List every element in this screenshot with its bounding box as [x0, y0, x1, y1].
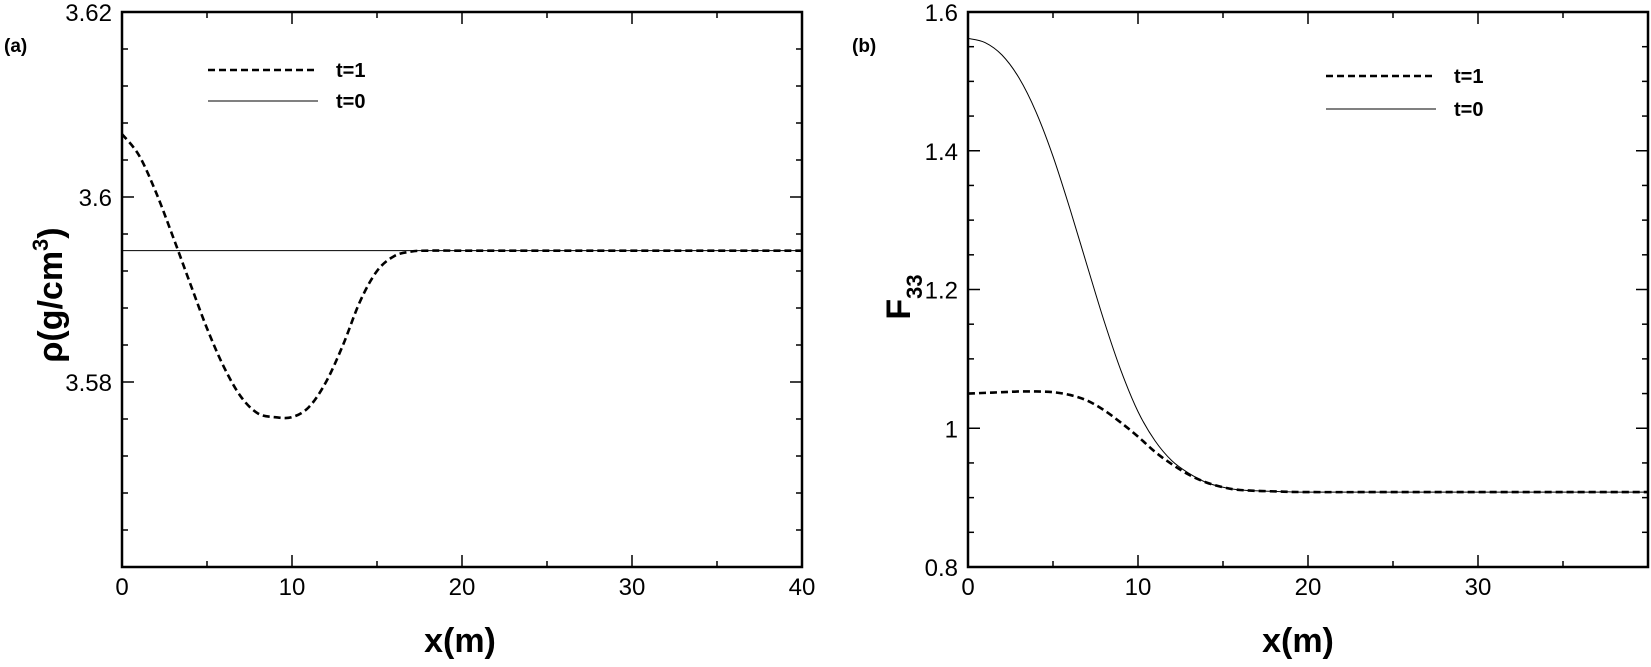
- y-tick-label: 1: [945, 416, 958, 443]
- y-tick-label: 3.6: [79, 185, 112, 212]
- panel-b-legend: t=1 t=0: [1326, 66, 1483, 121]
- panel-a-label: (a): [4, 36, 27, 57]
- x-tick-label: 30: [1465, 574, 1492, 601]
- legend-label-t-0: t=0: [336, 91, 365, 113]
- y-tick-label: 3.62: [65, 0, 112, 27]
- y-tick-label: 0.8: [925, 555, 958, 582]
- panel-b-plot-frame: [966, 10, 1650, 569]
- x-tick-label: 20: [1295, 574, 1322, 601]
- y-tick-label: 1.4: [925, 139, 958, 166]
- legend-label-t-0: t=0: [1454, 99, 1483, 121]
- panel-a-ticks: [121, 11, 803, 568]
- panel-b-x-tick-labels: 0 10 20 30: [961, 574, 1491, 601]
- legend-label-t-1: t=1: [336, 60, 365, 82]
- x-tick-label: 0: [115, 574, 128, 601]
- panel-a-density-chart: (a) 0 10 20 30 40 3.583.63.62 t=1t=0 x(m) ρ(…: [4, 0, 815, 660]
- series-line-t-0: [967, 37, 1648, 493]
- y-tick-label: 3.58: [65, 370, 112, 397]
- series-line-t-1: [967, 390, 1648, 494]
- panel-a-x-tick-labels: 0 10 20 30 40: [115, 574, 815, 601]
- x-tick-label: 10: [279, 574, 306, 601]
- x-tick-label: 20: [449, 574, 476, 601]
- panel-b-label: (b): [852, 36, 876, 57]
- series-line-t-1: [120, 133, 802, 420]
- panel-b-ticks: [967, 11, 1649, 568]
- panel-b-y-axis-label: F33: [880, 274, 927, 319]
- panel-b-y-axis-label-main: F: [880, 299, 918, 320]
- y-tick-label: 1.2: [925, 278, 958, 305]
- panel-a-series: [120, 133, 802, 420]
- panel-a-y-tick-labels: 3.58 3.6 3.62: [65, 0, 112, 397]
- panel-a-y-axis-label-sup: 3: [28, 239, 53, 251]
- panel-b-x-axis-label: x(m): [1262, 622, 1334, 660]
- panel-a-y-axis-label-main: ρ(g/cm: [32, 251, 70, 363]
- x-tick-label: 40: [789, 574, 816, 601]
- x-tick-label: 0: [961, 574, 974, 601]
- x-tick-label: 10: [1125, 574, 1152, 601]
- x-tick-label: 30: [619, 574, 646, 601]
- panel-b-y-tick-labels: 0.8 1 1.2 1.4 1.6: [925, 0, 958, 582]
- panel-a-x-axis-label: x(m): [424, 622, 496, 660]
- panel-a-plot-frame: [120, 10, 804, 569]
- panel-b-series: [967, 37, 1648, 494]
- y-tick-label: 1.6: [925, 0, 958, 27]
- panel-b-y-axis-label-sub: 33: [902, 274, 927, 298]
- panel-a-y-axis-label: ρ(g/cm3): [28, 227, 70, 362]
- panel-a-legend: t=1t=0: [208, 60, 365, 113]
- panel-a-y-axis-label-close: ): [32, 227, 70, 238]
- panel-b-f33-chart: (b) 0 10 20 30 0.8 1 1.2 1.4 1.6 t=1 t=0 x(m) F3…: [852, 0, 1650, 660]
- legend-label-t-1: t=1: [1454, 66, 1483, 88]
